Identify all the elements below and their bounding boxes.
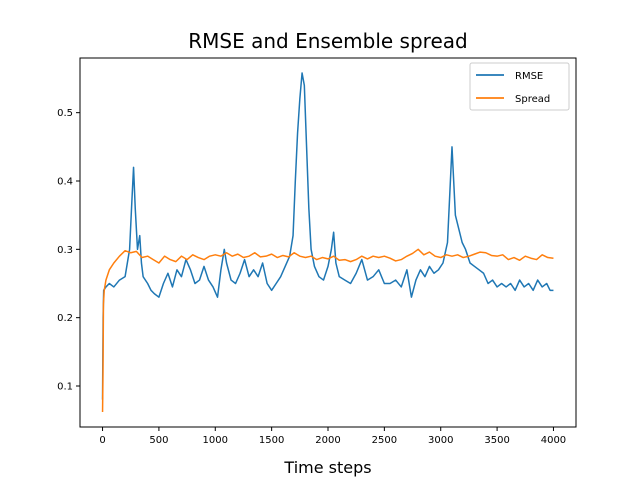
y-tick-label: 0.2 <box>57 313 73 324</box>
plot-frame <box>79 57 577 428</box>
series-line-spread <box>101 248 554 412</box>
legend-entry-rmse: RMSE <box>515 71 543 82</box>
x-tick-label: 1500 <box>259 435 284 446</box>
x-tick-label: 1000 <box>203 435 228 446</box>
x-axis-label: Time steps <box>283 458 371 477</box>
y-axis: 0.1 0.2 0.3 0.4 0.5 <box>57 108 80 393</box>
x-tick-label: 3500 <box>484 435 509 446</box>
legend-entry-spread: Spread <box>515 94 550 105</box>
x-tick-label: 4000 <box>541 435 566 446</box>
legend: RMSE Spread <box>469 62 570 111</box>
series-line-rmse <box>101 72 554 400</box>
y-tick-label: 0.4 <box>57 177 73 188</box>
chart-title: RMSE and Ensemble spread <box>188 29 467 53</box>
y-tick-label: 0.1 <box>57 382 73 393</box>
plot-area <box>79 57 577 428</box>
x-tick-label: 3000 <box>428 435 453 446</box>
x-tick-label: 500 <box>149 435 168 446</box>
x-axis: 0 500 1000 1500 2000 2500 3000 3500 4000 <box>99 427 566 446</box>
x-tick-label: 2000 <box>315 435 340 446</box>
x-tick-label: 0 <box>99 435 105 446</box>
y-tick-label: 0.5 <box>57 108 73 119</box>
x-tick-label: 2500 <box>372 435 397 446</box>
y-tick-label: 0.3 <box>57 245 73 256</box>
